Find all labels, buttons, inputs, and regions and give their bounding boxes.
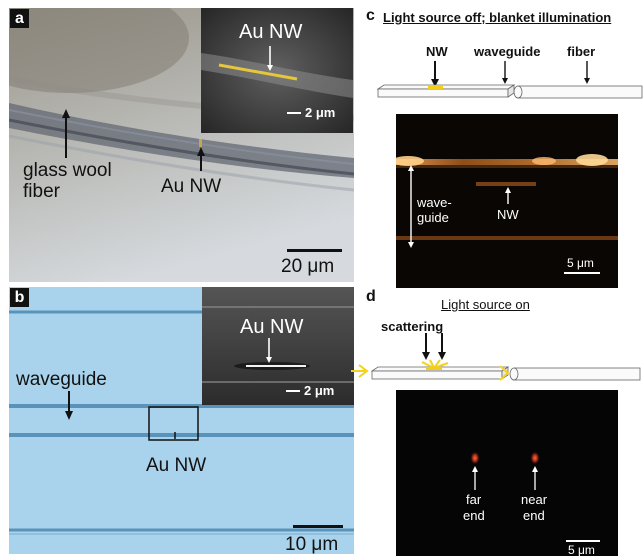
scale-label-b: 10 μm	[285, 534, 339, 554]
scale-bar-b	[293, 525, 343, 528]
panel-letter-b: b	[10, 288, 29, 307]
glass-wool-fiber-label-line1: glass wool	[23, 160, 112, 181]
panel-d-title: Light source on	[441, 297, 530, 312]
near-end-label-line1: near	[521, 492, 548, 507]
panel-d-image: far end near end 5 μm	[396, 390, 618, 556]
panel-letter-a: a	[10, 9, 29, 28]
scale-label-c: 5 μm	[567, 256, 594, 270]
scale-label-d: 5 μm	[568, 543, 595, 556]
scale-bar	[287, 249, 342, 252]
far-end-label-line1: far	[466, 492, 482, 507]
scattering-label: scattering	[381, 319, 444, 334]
schematic-d	[351, 333, 641, 381]
fiber-label: fiber	[567, 44, 596, 59]
inset-scale-label: 2 μm	[305, 105, 336, 120]
waveguide-image-label-line1: wave-	[417, 195, 452, 210]
au-nw-label-b: Au NW	[146, 455, 207, 476]
panel-d-darkfield	[470, 451, 600, 542]
panel-letter-c: c	[366, 7, 375, 24]
panel-b-inset: Au NW 2 μm	[202, 287, 354, 405]
inset-a-image	[201, 8, 353, 133]
far-end-label-line2: end	[463, 508, 485, 523]
waveguide-image-label-line2: guide	[417, 210, 449, 225]
nw-image-label: NW	[497, 207, 519, 222]
waveguide-label: waveguide	[16, 369, 107, 390]
inset-b-au-nw-label: Au NW	[240, 316, 304, 338]
au-nw-label: Au NW	[161, 176, 222, 197]
panel-c-title: Light source off; blanket illumination	[383, 10, 612, 25]
panel-a-inset: Au NW 2 μm	[201, 8, 353, 133]
panel-c-image: wave- guide NW 5 μm	[396, 114, 618, 288]
nw-label: NW	[426, 44, 448, 59]
scale-label: 20 μm	[281, 256, 335, 277]
inset-b-image	[202, 287, 354, 405]
near-end-label-line2: end	[523, 508, 545, 523]
waveguide-schematic-label: waveguide	[474, 44, 541, 59]
panel-letter-d: d	[366, 288, 376, 305]
inset-b-scale-label: 2 μm	[304, 383, 335, 398]
panel-c-darkfield	[396, 154, 618, 274]
schematic-c	[376, 61, 643, 99]
inset-au-nw-label: Au NW	[239, 21, 303, 43]
glass-wool-fiber-label-line2: fiber	[23, 181, 60, 202]
